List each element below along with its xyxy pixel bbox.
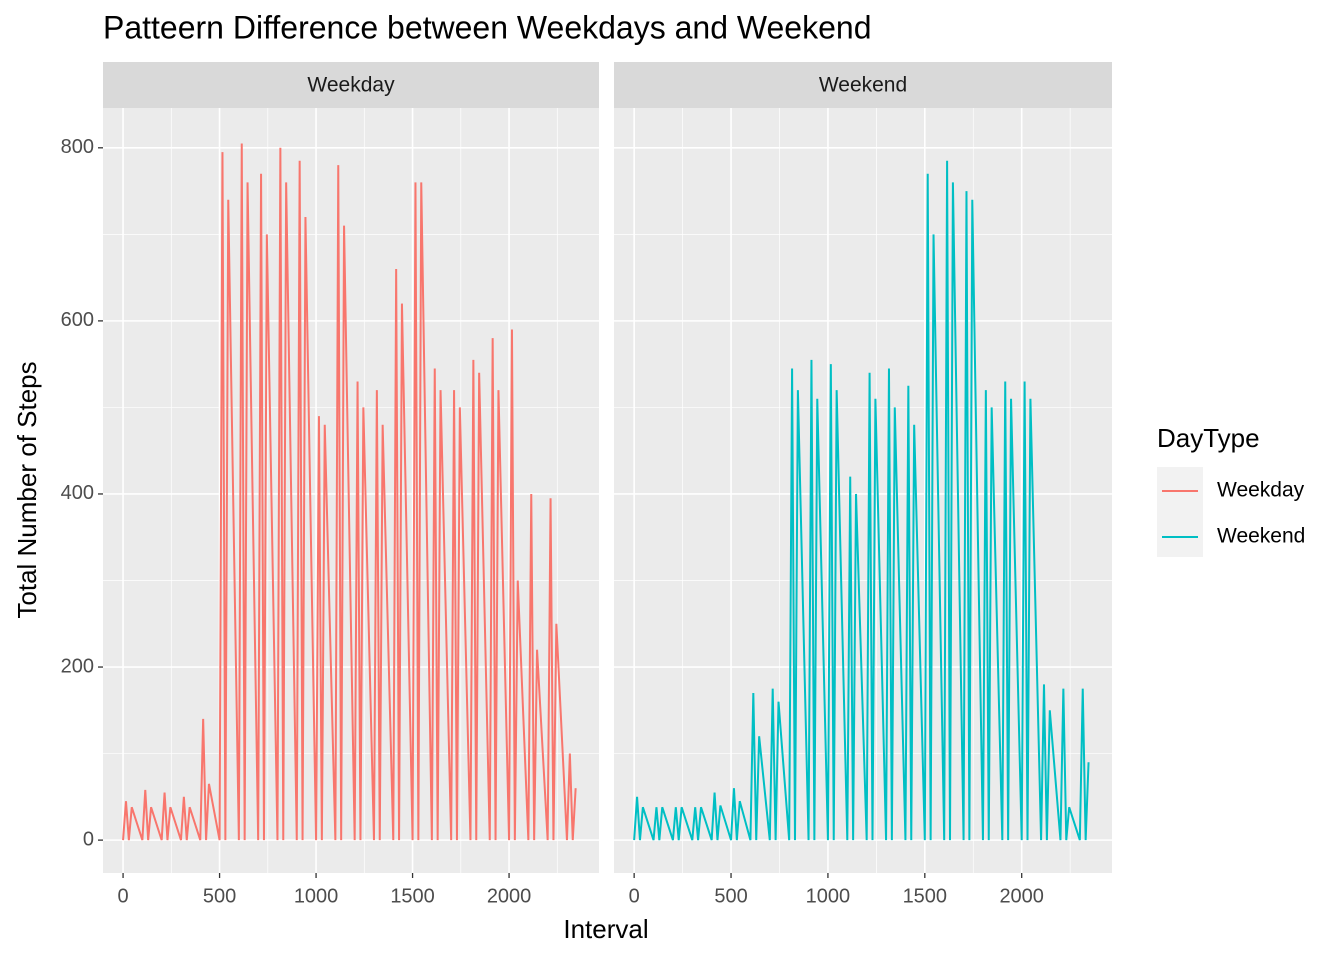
y-tick-label: 800: [61, 136, 94, 158]
legend-label: Weekend: [1217, 525, 1305, 548]
x-tick-label: 2000: [999, 885, 1044, 907]
legend-keys-background: [1157, 467, 1203, 557]
legend-label: Weekday: [1217, 479, 1305, 502]
data-line: [122, 143, 577, 841]
strip: [614, 62, 1112, 108]
chart-title: Patteern Difference between Weekdays and…: [103, 9, 871, 45]
x-tick-label: 500: [203, 885, 236, 907]
y-tick-label: 0: [83, 828, 94, 850]
y-axis-label: Total Number of Steps: [12, 361, 42, 618]
strip: [103, 62, 599, 108]
x-tick-label: 0: [118, 885, 129, 907]
panel-background: [614, 108, 1112, 873]
x-tick-label: 500: [714, 885, 747, 907]
x-tick-label: 2000: [487, 885, 532, 907]
x-tick-label: 1000: [294, 885, 339, 907]
x-tick-label: 0: [629, 885, 640, 907]
y-tick-label: 400: [61, 482, 94, 504]
y-tick-label: 600: [61, 309, 94, 331]
x-axis-label: Interval: [563, 914, 648, 944]
strip-label: Weekday: [307, 74, 395, 97]
x-tick-label: 1500: [390, 885, 435, 907]
strip-label: Weekend: [819, 74, 907, 97]
legend-title: DayType: [1157, 423, 1260, 453]
x-tick-label: 1500: [903, 885, 948, 907]
data-line: [633, 160, 1090, 841]
x-tick-label: 1000: [806, 885, 851, 907]
y-tick-label: 200: [61, 655, 94, 677]
